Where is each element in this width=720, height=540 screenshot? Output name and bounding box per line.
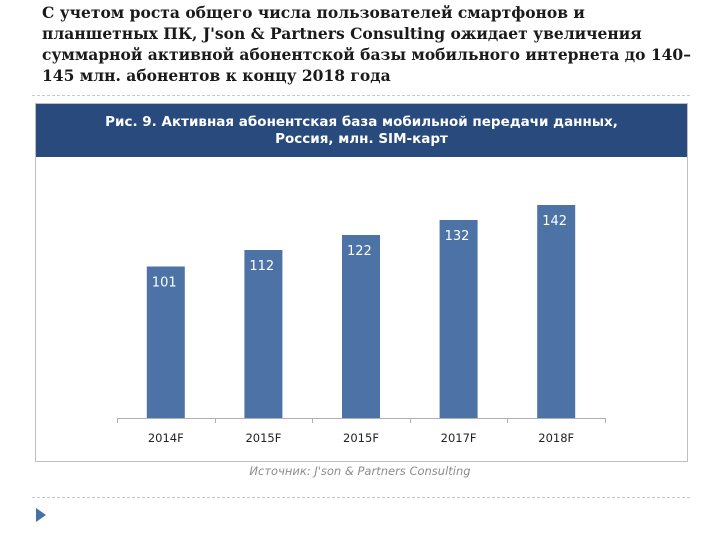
bar-value-label: 122 — [347, 244, 372, 259]
x-tick-label: 2014F — [148, 431, 184, 445]
next-arrow-icon[interactable] — [36, 508, 46, 522]
bottom-divider — [32, 497, 690, 498]
top-divider — [32, 95, 690, 96]
bar-value-label: 142 — [542, 214, 567, 229]
chart-source: Источник: J'son & Partners Consulting — [249, 464, 471, 478]
bar-value-label: 112 — [249, 259, 274, 274]
page-heading: С учетом роста общего числа пользователе… — [42, 3, 691, 85]
x-tick-label: 2015F — [343, 431, 379, 445]
chart-title-banner: Рис. 9. Активная абонентская база мобиль… — [36, 104, 687, 157]
bar-2014f-0 — [146, 266, 185, 418]
x-tick-label: 2017F — [441, 431, 477, 445]
chart-title-line-1: Рис. 9. Активная абонентская база мобиль… — [105, 113, 618, 130]
x-tick-label: 2018F — [538, 431, 574, 445]
bar-2017f-3 — [439, 220, 478, 418]
bar-value-label: 132 — [445, 229, 470, 244]
x-tick-label: 2015F — [245, 431, 281, 445]
bar-2015f-1 — [244, 250, 283, 418]
bar-2018f-4 — [537, 205, 576, 418]
bar-value-label: 101 — [152, 276, 177, 291]
chart-title-line-2: Россия, млн. SIM-карт — [275, 130, 448, 147]
bar-2015f-2 — [342, 235, 380, 418]
